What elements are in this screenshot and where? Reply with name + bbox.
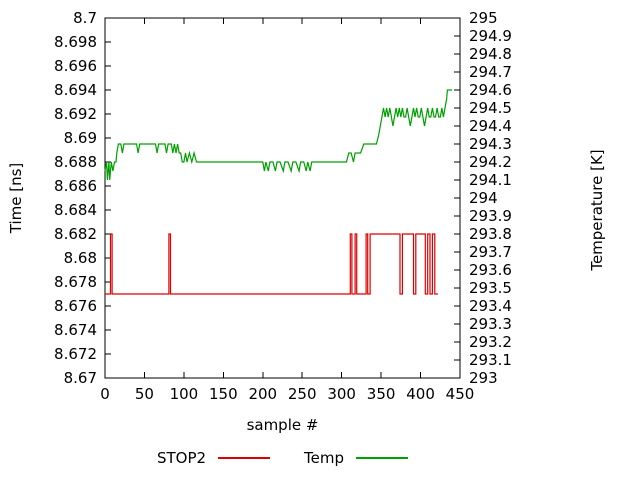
y-tick-left-label: 8.698 xyxy=(54,33,97,51)
y-tick-left-label: 8.678 xyxy=(54,273,97,291)
y-tick-left-label: 8.69 xyxy=(64,129,97,147)
x-axis-title: sample # xyxy=(246,416,319,434)
x-tick-label: 300 xyxy=(327,385,356,403)
x-tick-label: 0 xyxy=(100,385,110,403)
y-tick-right-label: 294.1 xyxy=(469,171,512,189)
y-tick-left-label: 8.672 xyxy=(54,345,97,363)
y-tick-left-label: 8.688 xyxy=(54,153,97,171)
y-tick-right-label: 294 xyxy=(469,189,498,207)
y-axis-title-right: Temperature [K] xyxy=(588,149,606,271)
legend-line-temp-icon xyxy=(356,457,409,459)
x-tick-label: 250 xyxy=(288,385,317,403)
legend-label-temp: Temp xyxy=(304,449,345,467)
y-tick-right-label: 293.6 xyxy=(469,261,512,279)
y-tick-right-label: 293.9 xyxy=(469,207,512,225)
x-tick-label: 150 xyxy=(209,385,238,403)
y-tick-left-label: 8.694 xyxy=(54,81,97,99)
chart-legend: STOP2 Temp xyxy=(105,449,460,467)
series-temp xyxy=(104,89,453,181)
y-tick-right-label: 294.5 xyxy=(469,99,512,117)
y-tick-left-label: 8.7 xyxy=(73,9,97,27)
x-tick-label: 100 xyxy=(170,385,199,403)
y-tick-left-label: 8.676 xyxy=(54,297,97,315)
y-tick-left-label: 8.684 xyxy=(54,201,97,219)
legend-entry-stop2: STOP2 xyxy=(156,449,271,467)
y-tick-right-label: 294.2 xyxy=(469,153,512,171)
y-tick-right-label: 294.8 xyxy=(469,45,512,63)
y-tick-right-label: 293.4 xyxy=(469,297,512,315)
x-tick-label: 200 xyxy=(248,385,277,403)
y-tick-right-label: 294.7 xyxy=(469,63,512,81)
y-tick-right-label: 293.5 xyxy=(469,279,512,297)
legend-entry-temp: Temp xyxy=(304,449,409,467)
y-tick-right-label: 293.3 xyxy=(469,315,512,333)
x-tick-label: 450 xyxy=(446,385,475,403)
y-tick-right-label: 294.4 xyxy=(469,117,512,135)
y-tick-right-label: 294.6 xyxy=(469,81,512,99)
y-tick-left-label: 8.67 xyxy=(64,369,97,387)
y-tick-right-label: 293.1 xyxy=(469,351,512,369)
y-tick-right-label: 293 xyxy=(469,369,498,387)
y-tick-right-label: 293.8 xyxy=(469,225,512,243)
plot-border xyxy=(104,17,461,379)
y-tick-right-label: 294.3 xyxy=(469,135,512,153)
y-tick-left-label: 8.686 xyxy=(54,177,97,195)
legend-label-stop2: STOP2 xyxy=(156,449,207,467)
y-tick-right-label: 293.2 xyxy=(469,333,512,351)
legend-line-stop2-icon xyxy=(218,457,271,459)
x-tick-label: 400 xyxy=(406,385,435,403)
y-tick-left-label: 8.696 xyxy=(54,57,97,75)
x-tick-label: 50 xyxy=(135,385,154,403)
y-axis-title-left: Time [ns] xyxy=(7,162,25,234)
y-tick-right-label: 295 xyxy=(469,9,498,27)
y-tick-left-label: 8.692 xyxy=(54,105,97,123)
y-tick-right-label: 293.7 xyxy=(469,243,512,261)
series-stop2 xyxy=(105,233,438,295)
y-tick-right-label: 294.9 xyxy=(469,27,512,45)
y-tick-left-label: 8.674 xyxy=(54,321,97,339)
y-tick-left-label: 8.682 xyxy=(54,225,97,243)
y-tick-left-label: 8.68 xyxy=(64,249,97,267)
x-tick-label: 350 xyxy=(367,385,396,403)
